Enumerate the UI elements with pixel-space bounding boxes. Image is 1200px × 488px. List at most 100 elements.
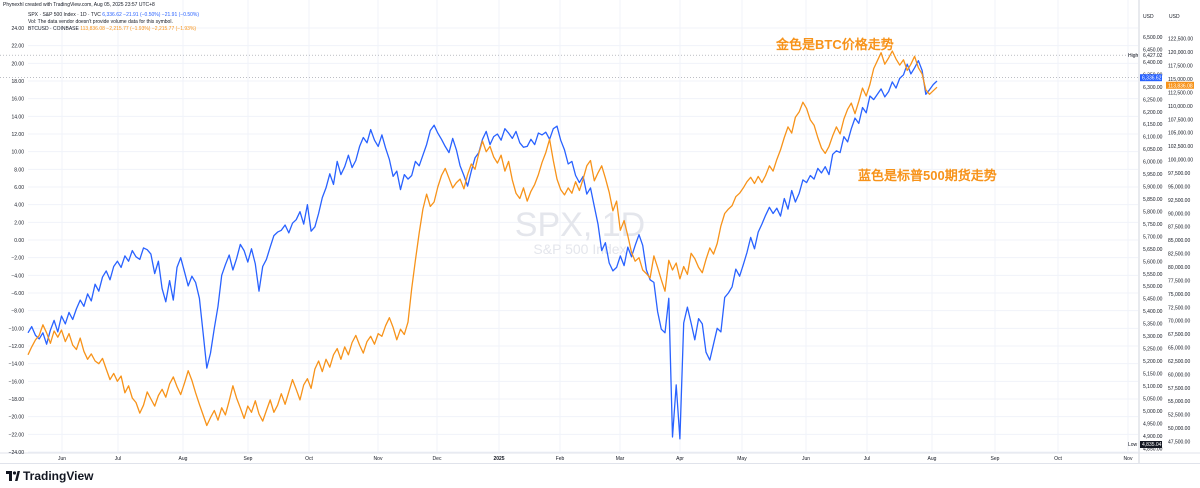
legend-spx-values: 6,336.62 −21.91 (−0.50%) −21.91 (−0.50%) [102, 12, 200, 18]
btc-tick-label: 67,500.00 [1168, 332, 1190, 338]
series-line-spx [27, 60, 938, 440]
x-tick-label: Oct [305, 456, 313, 462]
spx-tick-label: 5,050.00 [1143, 396, 1163, 402]
btc-tick-label: 95,000.00 [1168, 184, 1190, 190]
btc-tick-label: 90,000.00 [1168, 211, 1190, 217]
spx-tick-label: 6,000.00 [1143, 160, 1163, 166]
high-label: High [1128, 53, 1139, 59]
spx-tick-label: 5,700.00 [1143, 234, 1163, 240]
last-spx-badge [1140, 74, 1162, 82]
spx-tick-label: 6,450.00 [1143, 47, 1163, 53]
spx-tick-label: 4,900.00 [1143, 434, 1163, 440]
btc-tick-label: 112,500.00 [1168, 90, 1193, 96]
x-tick-label: Sep [244, 456, 253, 462]
x-tick-label: Apr [676, 456, 684, 462]
annotation-btc: 金色是BTC价格走势 [776, 37, 894, 52]
left-tick-label: −16.00 [9, 379, 25, 385]
chart-credit: Phynexhl created with TradingView.com, A… [3, 2, 155, 8]
left-tick-label: −10.00 [9, 326, 25, 332]
btc-tick-label: 115,000.00 [1168, 77, 1193, 83]
right-axis-unit-spx: USD [1143, 14, 1154, 20]
spx-tick-label: 5,650.00 [1143, 247, 1163, 253]
spx-tick-label: 6,050.00 [1143, 147, 1163, 153]
btc-tick-label: 100,000.00 [1168, 158, 1193, 164]
x-tick-label: Jun [802, 456, 810, 462]
spx-tick-label: 6,150.00 [1143, 122, 1163, 128]
spx-tick-label: 5,800.00 [1143, 209, 1163, 215]
grid [0, 0, 1200, 463]
left-tick-label: 16.00 [11, 97, 24, 103]
x-tick-label: Sep [991, 456, 1000, 462]
low-badge [1140, 441, 1162, 448]
x-tick-label: May [737, 456, 747, 462]
price-chart[interactable]: SPX, 1D S&P 500 Index 24.00 22.00 20.00 18.… [0, 0, 1200, 463]
legend-btc-label: BTCUSD · COINBASE [28, 26, 79, 32]
btc-tick-label: 102,500.00 [1168, 144, 1193, 150]
btc-tick-label: 50,000.00 [1168, 426, 1190, 432]
left-tick-label: −22.00 [9, 432, 25, 438]
left-tick-label: 14.00 [11, 114, 24, 120]
left-tick-label: 22.00 [11, 44, 24, 50]
btc-tick-label: 70,000.00 [1168, 319, 1190, 325]
tradingview-logo-icon [6, 471, 20, 481]
btc-tick-label: 60,000.00 [1168, 372, 1190, 378]
spx-tick-label: 4,950.00 [1143, 421, 1163, 427]
low-value: 4,835.04 [1142, 442, 1162, 448]
spx-tick-label: 6,250.00 [1143, 97, 1163, 103]
right-axis-unit-btc: USD [1169, 14, 1180, 20]
left-tick-label: −6.00 [11, 291, 24, 297]
x-tick-label: Dec [433, 456, 442, 462]
spx-tick-label: 6,100.00 [1143, 135, 1163, 141]
btc-tick-label: 82,500.00 [1168, 252, 1190, 258]
legend-btc[interactable]: BTCUSD · COINBASE 113,836.08 −2,215.77 (… [28, 26, 196, 33]
x-axis: Jun Jul Aug Sep Oct Nov Dec 2025 Feb Mar Apr May Jun… [58, 456, 1133, 462]
low-label: Low [1128, 442, 1138, 448]
spx-tick-label: 5,950.00 [1143, 172, 1163, 178]
left-tick-label: 2.00 [14, 220, 24, 226]
spx-tick-label: 5,250.00 [1143, 347, 1163, 353]
btc-tick-label: 97,500.00 [1168, 171, 1190, 177]
spx-tick-label: 5,850.00 [1143, 197, 1163, 203]
left-axis: 24.00 22.00 20.00 18.00 16.00 14.00 12.00 10.00… [9, 26, 25, 456]
left-tick-label: 20.00 [11, 61, 24, 67]
spx-tick-label: 5,150.00 [1143, 371, 1163, 377]
annotation-spx: 蓝色是标普500期货走势 [858, 168, 997, 183]
tradingview-brand: TradingView [23, 469, 94, 483]
btc-tick-label: 47,500.00 [1168, 440, 1190, 446]
left-tick-label: −18.00 [9, 397, 25, 403]
left-tick-label: 0.00 [14, 238, 24, 244]
left-tick-label: 8.00 [14, 167, 24, 173]
btc-tick-label: 92,500.00 [1168, 198, 1190, 204]
legend-btc-values: 113,836.08 −2,215.77 (−1.93%) −2,215.77 … [80, 26, 197, 32]
btc-tick-label: 107,500.00 [1168, 117, 1193, 123]
left-tick-label: 4.00 [14, 203, 24, 209]
left-tick-label: 6.00 [14, 185, 24, 191]
btc-tick-label: 72,500.00 [1168, 305, 1190, 311]
high-value: 6,427.02 [1143, 53, 1163, 59]
spx-tick-label: 5,750.00 [1143, 222, 1163, 228]
spx-tick-label: 6,300.00 [1143, 85, 1163, 91]
spx-tick-label: 5,100.00 [1143, 384, 1163, 390]
series-line-btcusd [27, 50, 938, 427]
spx-tick-label: 5,350.00 [1143, 322, 1163, 328]
spx-tick-label: 5,450.00 [1143, 297, 1163, 303]
x-tick-label: Feb [556, 456, 565, 462]
legend-volume-note: Vol: The data vendor doesn't provide vol… [28, 19, 173, 25]
left-tick-label: −20.00 [9, 415, 25, 421]
left-tick-label: 10.00 [11, 150, 24, 156]
x-tick-label: Mar [616, 456, 625, 462]
left-tick-label: −24.00 [9, 450, 25, 456]
left-tick-label: −8.00 [11, 309, 24, 315]
btc-tick-label: 117,500.00 [1168, 64, 1193, 70]
left-tick-label: −12.00 [9, 344, 25, 350]
series-lines [27, 50, 938, 440]
tradingview-logo[interactable]: TradingView [6, 469, 93, 483]
btc-tick-label: 52,500.00 [1168, 413, 1190, 419]
legend-spx[interactable]: SPX · S&P 500 Index · 1D · TVC 6,336.62 … [28, 12, 199, 19]
spx-tick-label: 5,900.00 [1143, 185, 1163, 191]
btc-tick-label: 65,000.00 [1168, 346, 1190, 352]
x-tick-label: 2025 [493, 456, 504, 462]
footer-bar: TradingView [0, 463, 1200, 488]
btc-tick-label: 75,000.00 [1168, 292, 1190, 298]
